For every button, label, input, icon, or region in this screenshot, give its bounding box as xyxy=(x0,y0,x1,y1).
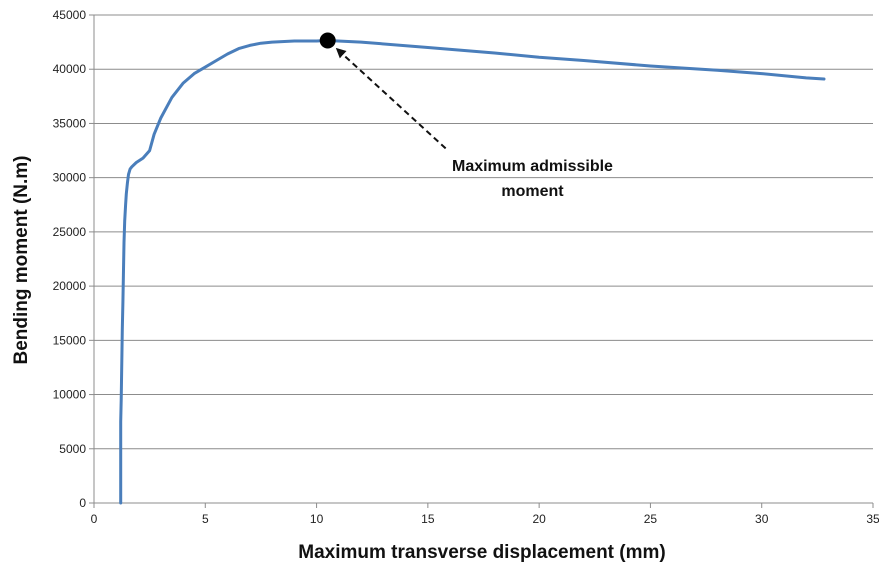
x-tick-label: 20 xyxy=(532,512,546,526)
x-tick-label: 35 xyxy=(866,512,879,526)
y-tick-label: 40000 xyxy=(53,62,87,76)
axes xyxy=(89,14,874,508)
annotation: Maximum admissible moment xyxy=(319,32,613,200)
annotation-arrow xyxy=(335,47,447,150)
series-line xyxy=(119,39,826,505)
x-tick-label: 30 xyxy=(755,512,769,526)
y-tick-label: 0 xyxy=(79,496,86,510)
y-tick-label: 25000 xyxy=(53,225,87,239)
x-tick-label: 15 xyxy=(421,512,435,526)
x-axis-title: Maximum transverse displacement (mm) xyxy=(298,542,665,563)
max-moment-point xyxy=(319,32,336,49)
y-tick-label: 10000 xyxy=(53,388,87,402)
grid-lines xyxy=(94,14,873,450)
y-tick-label: 5000 xyxy=(59,442,86,456)
annotation-label-line1: Maximum admissible xyxy=(452,158,613,175)
y-tick-labels: 0 5000 10000 15000 20000 25000 30000 35000 40000… xyxy=(53,8,87,510)
y-tick-label: 45000 xyxy=(53,8,87,22)
x-tick-label: 5 xyxy=(202,512,209,526)
data-series xyxy=(119,39,826,505)
x-tick-label: 25 xyxy=(644,512,658,526)
y-tick-label: 35000 xyxy=(53,116,87,130)
y-tick-label: 15000 xyxy=(53,333,87,347)
y-tick-label: 20000 xyxy=(53,279,87,293)
annotation-label-line2: moment xyxy=(501,183,564,200)
x-tick-label: 10 xyxy=(310,512,324,526)
x-tick-labels: 0 5 10 15 20 25 30 35 xyxy=(91,512,879,526)
y-tick-label: 30000 xyxy=(53,171,87,185)
y-axis-title: Bending moment (N.m) xyxy=(11,156,32,365)
x-tick-label: 0 xyxy=(91,512,98,526)
